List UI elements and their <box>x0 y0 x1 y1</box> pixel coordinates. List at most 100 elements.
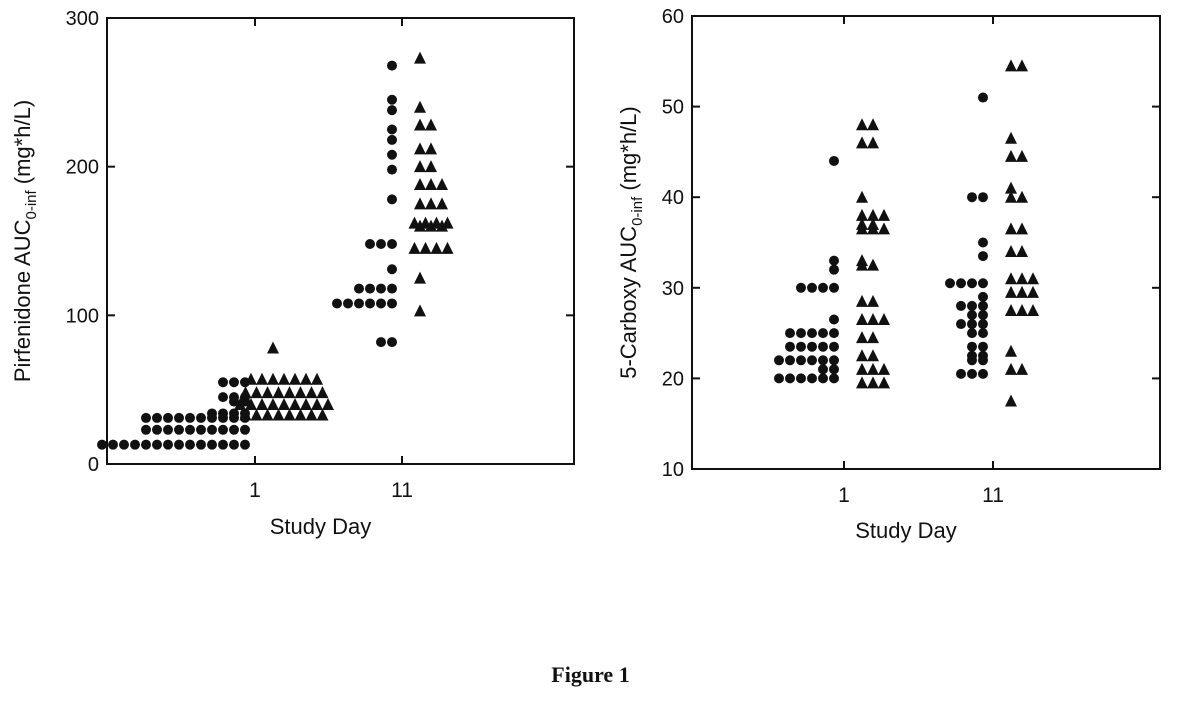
data-point-triangle <box>878 222 890 235</box>
data-point-circle <box>387 134 397 145</box>
data-point-circle <box>978 237 988 248</box>
plot-frame <box>106 17 575 465</box>
data-point-triangle <box>267 372 279 385</box>
data-point-triangle <box>430 241 443 254</box>
data-point-triangle <box>425 160 437 173</box>
x-tick-label: 11 <box>982 484 1004 507</box>
data-point-circle <box>376 337 386 348</box>
data-point-circle <box>978 300 988 311</box>
data-point-circle <box>387 60 397 71</box>
data-point-triangle <box>294 408 307 421</box>
data-point-circle <box>967 368 977 379</box>
data-point-circle <box>967 350 977 361</box>
data-point-triangle <box>414 271 426 284</box>
y-tick-label: 40 <box>662 187 684 209</box>
data-point-triangle <box>867 222 879 235</box>
data-point-circle <box>774 355 784 366</box>
data-point-circle <box>967 328 977 339</box>
data-point-circle <box>207 439 217 450</box>
data-point-triangle <box>414 118 426 131</box>
data-point-circle <box>796 355 806 366</box>
data-point-triangle <box>878 313 890 326</box>
data-point-circle <box>141 439 151 450</box>
data-point-circle <box>387 105 397 116</box>
data-point-circle <box>785 328 795 339</box>
data-point-circle <box>967 341 977 352</box>
data-point-circle <box>818 373 828 384</box>
data-point-circle <box>229 408 239 419</box>
data-point-circle <box>196 424 206 435</box>
y-tick-label: 0 <box>88 454 99 476</box>
data-point-triangle <box>856 313 868 326</box>
data-point-circle <box>387 283 397 294</box>
data-point-circle <box>332 298 342 309</box>
data-point-triangle <box>1005 303 1017 316</box>
x-tick-label: 11 <box>391 479 413 502</box>
data-point-circle <box>796 328 806 339</box>
data-point-circle <box>967 300 977 311</box>
data-point-triangle <box>878 362 890 375</box>
data-point-circle <box>387 337 397 348</box>
data-point-triangle <box>300 372 312 385</box>
data-point-triangle <box>272 386 285 399</box>
data-point-triangle <box>1016 149 1028 162</box>
data-point-triangle <box>436 197 448 210</box>
data-point-circle <box>956 278 966 289</box>
data-point-circle <box>163 439 173 450</box>
data-point-triangle <box>1005 344 1017 357</box>
data-point-circle <box>818 355 828 366</box>
data-point-circle <box>97 439 107 450</box>
data-point-triangle <box>425 178 437 191</box>
data-point-triangle <box>311 398 323 411</box>
data-point-circle <box>774 373 784 384</box>
data-point-circle <box>818 328 828 339</box>
data-point-triangle <box>425 118 437 131</box>
data-point-triangle <box>278 398 290 411</box>
data-point-triangle <box>289 398 301 411</box>
data-point-circle <box>130 439 140 450</box>
data-point-circle <box>218 424 228 435</box>
data-point-triangle <box>856 362 868 375</box>
data-point-triangle <box>867 294 879 307</box>
data-point-triangle <box>1027 303 1039 316</box>
data-point-circle <box>240 439 250 450</box>
data-point-circle <box>387 194 397 205</box>
data-point-circle <box>785 355 795 366</box>
data-point-triangle <box>419 216 432 229</box>
data-point-circle <box>141 424 151 435</box>
data-point-circle <box>807 341 817 352</box>
data-point-triangle <box>867 258 879 271</box>
data-point-triangle <box>1005 181 1017 194</box>
data-point-triangle <box>856 376 868 389</box>
data-point-circle <box>387 94 397 105</box>
data-point-circle <box>818 341 828 352</box>
data-point-triangle <box>272 408 285 421</box>
data-point-circle <box>365 283 375 294</box>
data-point-triangle <box>256 398 268 411</box>
data-point-circle <box>796 341 806 352</box>
data-point-circle <box>108 439 118 450</box>
data-point-circle <box>365 238 375 249</box>
data-point-circle <box>141 412 151 423</box>
data-point-triangle <box>878 376 890 389</box>
data-point-triangle <box>1005 131 1017 144</box>
y-axis-label: Pirfenidone AUC0-inf (mg*h/L) <box>10 100 40 382</box>
data-point-triangle <box>322 398 334 411</box>
data-point-triangle <box>1016 272 1028 285</box>
data-point-triangle <box>856 190 868 203</box>
data-point-circle <box>207 424 217 435</box>
data-point-triangle <box>283 408 296 421</box>
data-point-circle <box>354 298 364 309</box>
data-point-triangle <box>300 398 312 411</box>
data-point-circle <box>829 255 839 266</box>
data-point-triangle <box>1005 285 1017 298</box>
x-axis-label: Study Day <box>270 514 372 539</box>
data-point-circle <box>376 238 386 249</box>
data-point-triangle <box>414 100 426 113</box>
data-point-circle <box>387 164 397 175</box>
data-point-circle <box>163 424 173 435</box>
data-point-circle <box>229 424 239 435</box>
data-point-circle <box>829 364 839 375</box>
data-point-circle <box>978 251 988 262</box>
data-point-triangle <box>1016 222 1028 235</box>
